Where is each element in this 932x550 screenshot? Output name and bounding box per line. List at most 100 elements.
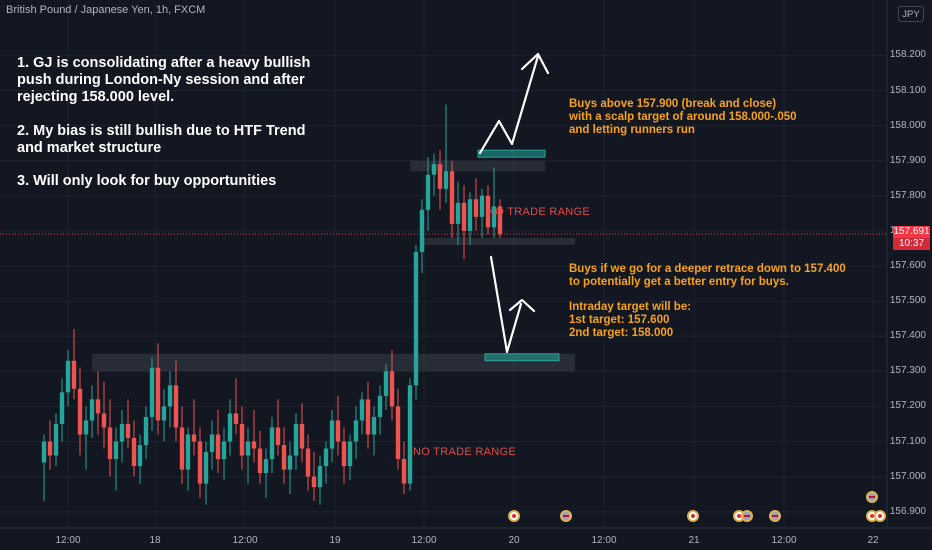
candle: [65, 350, 71, 407]
time-axis-label: 12:00: [55, 535, 81, 546]
note-line: and letting runners run: [569, 124, 695, 136]
price-axis-label: 158.000: [889, 119, 926, 131]
chart-title: British Pound / Japanese Yen, 1h, FXCM: [6, 4, 206, 16]
candle: [443, 104, 449, 203]
candle: [299, 402, 305, 463]
time-axis-label: 12:00: [771, 535, 797, 546]
candle: [413, 244, 419, 400]
event-icon[interactable]: [874, 510, 886, 522]
candle: [479, 188, 485, 238]
candle: [185, 427, 191, 491]
candle: [113, 427, 119, 491]
price-axis-label: 157.400: [889, 330, 926, 342]
candle: [431, 153, 437, 196]
candle: [209, 420, 215, 470]
candle: [149, 357, 155, 431]
candle: [107, 399, 113, 477]
note-line: Buys above 157.900 (break and close): [569, 98, 777, 110]
candle: [473, 178, 479, 231]
lower-arrow-head: [508, 298, 536, 313]
candle: [269, 416, 275, 474]
candle: [263, 448, 269, 498]
note-line: and market structure: [17, 140, 162, 156]
candle: [137, 434, 143, 484]
candle: [449, 160, 455, 238]
no-trade-zone: [410, 160, 545, 172]
candle: [83, 406, 89, 470]
candle: [467, 192, 473, 245]
candle: [281, 427, 287, 484]
candle: [323, 441, 329, 484]
candle: [347, 434, 353, 481]
no-trade-zone: [424, 237, 575, 245]
note-line: 3. Will only look for buy opportunities: [17, 173, 277, 189]
time-axis-label: 18: [149, 535, 161, 546]
time-axis-label: 20: [508, 535, 520, 546]
candle: [245, 427, 251, 484]
note-line: 1. GJ is consolidating after a heavy bul…: [17, 55, 311, 71]
candle: [125, 399, 131, 449]
candle: [497, 199, 503, 238]
candle: [359, 392, 365, 435]
candle: [383, 364, 389, 410]
price-axis-label: 158.100: [889, 84, 926, 96]
candle: [395, 388, 401, 470]
candle: [311, 452, 317, 502]
candle: [233, 378, 239, 435]
price-axis-label: 157.900: [889, 154, 926, 166]
candle: [275, 399, 281, 456]
zones: [92, 149, 575, 372]
time-axis-label: 22: [867, 535, 879, 546]
uk-flag-event-icon[interactable]: [866, 491, 878, 503]
candle: [47, 420, 53, 470]
currency-button[interactable]: JPY: [898, 6, 924, 22]
candle: [461, 185, 467, 259]
uk-flag-event-icon[interactable]: [741, 510, 753, 522]
price-axis-label: 157.100: [889, 435, 926, 447]
note-line: Buys if we go for a deeper retrace down …: [569, 263, 846, 275]
time-axis-label: 12:00: [411, 535, 437, 546]
candle: [59, 378, 65, 442]
price-axis-label: 157.200: [889, 400, 926, 412]
event-icon[interactable]: [508, 510, 520, 522]
uk-flag-event-icon[interactable]: [560, 510, 572, 522]
lower-bullish-arrow: [489, 255, 523, 354]
event-icon[interactable]: [687, 510, 699, 522]
candle: [119, 409, 125, 463]
upper-arrow-head: [520, 52, 550, 75]
candle: [353, 406, 359, 460]
candle: [425, 157, 431, 231]
candle: [101, 381, 107, 449]
uk-flag-event-icon[interactable]: [769, 510, 781, 522]
upper-bullish-arrow: [478, 54, 540, 155]
candle: [239, 406, 245, 470]
candle: [371, 406, 377, 456]
candle: [161, 388, 167, 442]
candle: [389, 350, 395, 421]
candle: [365, 381, 371, 449]
candle: [197, 427, 203, 498]
note-line: Intraday target will be:: [569, 301, 692, 313]
candle: [251, 409, 257, 463]
buy-zone: [477, 149, 546, 158]
price-axis-label: 156.900: [889, 505, 926, 517]
price-axis-label: 157.800: [889, 189, 926, 201]
price-axis-label: 157.500: [889, 295, 926, 307]
candle: [143, 406, 149, 460]
time-axis-label: 21: [688, 535, 700, 546]
candle: [95, 371, 101, 435]
candle: [455, 181, 461, 245]
candle: [215, 409, 221, 474]
candle: [407, 378, 413, 491]
candle: [419, 199, 425, 274]
price-axis-label: 158.200: [889, 49, 926, 61]
note-line: push during London-Ny session and after: [17, 72, 305, 88]
current-price-tag: 157.691: [893, 226, 930, 238]
candle: [293, 413, 299, 470]
candle: [377, 385, 383, 435]
candle: [167, 371, 173, 428]
no-trade-zone: [92, 353, 575, 372]
candle: [173, 360, 179, 442]
note-line: with a scalp target of around 158.000-.0…: [569, 111, 797, 123]
